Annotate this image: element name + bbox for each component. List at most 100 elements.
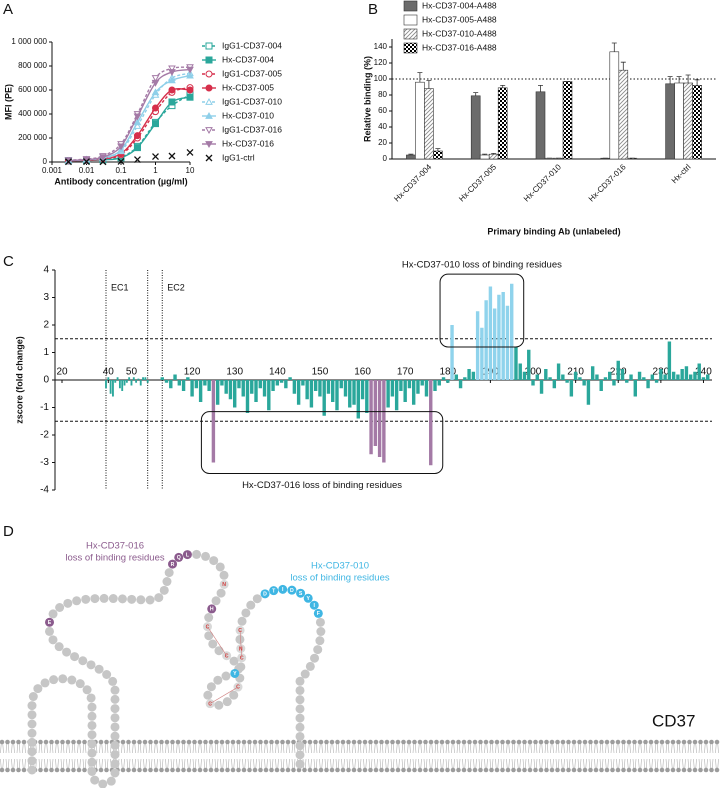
residue-letter: R — [171, 562, 175, 568]
x-tick-label: 200 — [525, 367, 542, 378]
lipid-head — [687, 739, 692, 745]
lipid-head — [98, 739, 104, 745]
lipid-head — [709, 739, 714, 745]
lipid-head — [665, 767, 670, 773]
lipid-head — [538, 767, 544, 773]
bar — [190, 380, 194, 397]
bar — [348, 380, 352, 408]
lipid-head — [599, 739, 604, 745]
x-tick-label: Hx-CD37-016 — [587, 162, 628, 203]
lipid-tail — [660, 743, 664, 769]
lipid-tail — [60, 743, 65, 769]
legend-marker — [205, 111, 213, 119]
lipid-head — [16, 739, 21, 745]
lipid-head — [192, 739, 197, 745]
lipid-head — [648, 739, 654, 745]
lipid-head — [126, 767, 131, 773]
legend-label: IgG1-CD37-016 — [222, 124, 282, 134]
lipid-tail — [616, 743, 620, 769]
bar — [313, 380, 318, 391]
residue-letter: D — [290, 588, 294, 594]
lipid-tail — [291, 743, 296, 769]
lipid-head — [522, 767, 527, 773]
error-bar — [667, 76, 673, 84]
legend-marker — [205, 56, 213, 64]
lipid-tail — [247, 743, 252, 769]
lipid-tail — [495, 743, 499, 769]
lipid-tail — [258, 743, 263, 769]
lipid-tail — [220, 743, 224, 769]
legend-marker — [205, 70, 213, 78]
lipid-head — [593, 739, 599, 745]
lipid-head — [181, 739, 186, 745]
bar — [215, 380, 220, 405]
residue-bead — [206, 682, 216, 692]
bar — [590, 366, 595, 380]
residue-bead — [295, 741, 305, 751]
lipid-head — [505, 767, 511, 773]
lipid-head — [38, 767, 43, 773]
lipid-head — [632, 767, 637, 773]
data-point — [151, 75, 160, 83]
residue-letter: Q — [177, 555, 181, 561]
bar — [441, 377, 446, 380]
lipid-head — [351, 767, 357, 773]
lipid-head — [49, 739, 54, 745]
y-tick-label: 80 — [378, 90, 387, 99]
bar — [343, 380, 348, 397]
lipid-head — [153, 767, 159, 773]
x-tick-label: Hx-CD37-010 — [522, 162, 563, 203]
bar — [123, 380, 126, 386]
bar — [114, 380, 117, 383]
residue-bead — [102, 669, 112, 679]
lipid-head — [368, 739, 373, 745]
region-label: EC1 — [111, 282, 129, 292]
residue-bead — [27, 737, 37, 747]
annotation-text: loss of binding residues — [290, 573, 390, 584]
bar — [650, 374, 655, 380]
lipid-head — [461, 767, 467, 773]
lipid-head — [401, 767, 406, 773]
bar — [544, 369, 548, 380]
residue-bead — [70, 652, 80, 662]
lipid-tail — [231, 743, 235, 769]
data-point — [99, 154, 107, 162]
lipid-head — [280, 739, 285, 745]
residue-bead — [87, 711, 97, 721]
legend-label: IgG1-ctrl — [222, 152, 255, 162]
y-tick-label: 0 — [43, 157, 48, 166]
lipid-head — [709, 767, 714, 773]
lipid-head — [637, 767, 643, 773]
lipid-tail — [638, 743, 642, 769]
x-tick-label: 40 — [103, 367, 115, 378]
error-bar — [482, 153, 488, 155]
lipid-head — [412, 739, 417, 745]
bar — [352, 380, 356, 405]
lipid-tail — [665, 743, 670, 769]
series-line — [68, 72, 191, 162]
bar — [411, 380, 416, 405]
lipid-head — [670, 739, 676, 745]
legend-marker — [205, 84, 213, 92]
bar — [228, 380, 233, 400]
bar — [407, 380, 412, 389]
residue-bead — [98, 779, 108, 788]
bar — [203, 380, 207, 386]
lipid-tail — [709, 743, 714, 769]
residue-bead — [309, 600, 319, 610]
bar — [484, 300, 488, 380]
bar — [135, 380, 138, 383]
lipid-head — [21, 739, 27, 745]
bar — [625, 380, 629, 383]
bar — [608, 371, 612, 380]
lipid-head — [456, 767, 461, 773]
y-tick-label: -1 — [40, 402, 49, 413]
error-bar — [500, 85, 506, 88]
lipid-head — [241, 739, 247, 745]
data-point — [186, 71, 194, 79]
disulfide-bond — [239, 630, 243, 658]
data-point — [133, 144, 141, 152]
residue-bead — [40, 678, 50, 688]
lipid-head — [423, 739, 428, 745]
